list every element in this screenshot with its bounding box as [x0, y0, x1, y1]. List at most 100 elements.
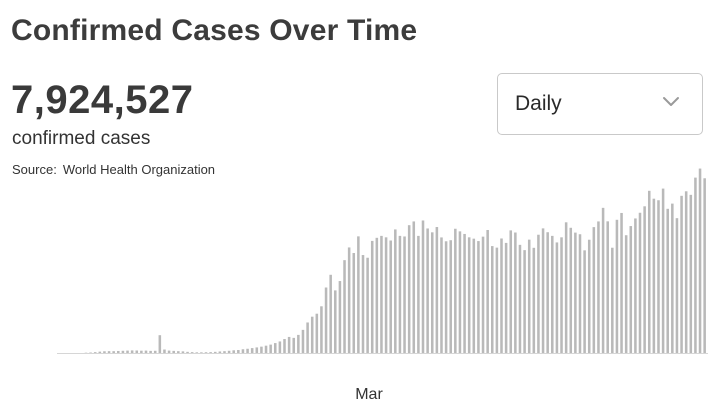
- chart-bar: [274, 343, 277, 353]
- chart-bar: [657, 200, 660, 353]
- chart-bar: [504, 242, 508, 353]
- chart-bar: [292, 337, 296, 353]
- chart-bar: [675, 218, 679, 353]
- chart-bar: [352, 253, 356, 353]
- chart-bar: [578, 234, 582, 353]
- chart-bar: [426, 228, 429, 353]
- chart-bar: [398, 235, 402, 353]
- chart-bar: [167, 350, 171, 353]
- source-value: World Health Organization: [62, 162, 216, 177]
- chart-bar: [232, 350, 235, 353]
- chart-bar: [629, 226, 633, 353]
- chart-bar: [135, 350, 139, 353]
- chart-bar: [666, 208, 669, 353]
- chart-bar: [200, 352, 203, 353]
- chart-bar: [587, 239, 591, 353]
- chart-bar: [458, 231, 462, 353]
- chart-bar: [324, 287, 328, 353]
- chart-bar: [287, 336, 291, 353]
- chart-bar: [255, 347, 259, 353]
- chart-bar: [140, 350, 143, 353]
- chart-bar: [546, 232, 549, 353]
- chart-bar: [357, 236, 360, 353]
- chart-bar: [334, 290, 337, 353]
- chart-bar: [278, 341, 282, 353]
- chart-bar: [435, 227, 439, 353]
- chart-bar: [514, 232, 517, 353]
- chart-bar: [223, 351, 226, 353]
- chart-bar: [638, 212, 642, 353]
- chart-bar: [574, 232, 577, 353]
- chart-bar: [472, 238, 476, 353]
- chart-bar: [698, 168, 702, 353]
- chart-bar: [430, 232, 434, 353]
- chart-bar: [643, 206, 646, 353]
- chart-bar: [417, 235, 420, 353]
- chart-bar: [560, 237, 563, 353]
- chart-bar: [601, 207, 605, 353]
- x-tick-label: Mar: [355, 386, 383, 403]
- chart-bar: [370, 240, 374, 353]
- chart-bar: [495, 247, 499, 353]
- chart-bar: [680, 195, 683, 353]
- chart-bar: [491, 246, 494, 353]
- chart-bar: [260, 346, 263, 353]
- chart-bar: [703, 178, 706, 353]
- chart-bar: [384, 237, 388, 353]
- chart-bar: [454, 228, 457, 353]
- chart-bar: [98, 351, 102, 353]
- chart-bar: [564, 222, 568, 353]
- chart-bar: [620, 212, 623, 353]
- chart-bar: [144, 350, 148, 353]
- chart-bar: [361, 255, 365, 353]
- chart-bar: [551, 235, 554, 353]
- chart-bar: [467, 237, 471, 353]
- chart-bar: [338, 281, 342, 353]
- chart-bar: [624, 235, 628, 353]
- chart-bar: [209, 352, 212, 353]
- source-line: Source: World Health Organization: [12, 162, 215, 177]
- chart-bar: [190, 352, 194, 353]
- chart-bar: [283, 339, 286, 353]
- chart-bar: [158, 335, 162, 353]
- total-confirmed-count: 7,924,527: [11, 78, 194, 122]
- chart-bar: [615, 219, 619, 353]
- chart-bar: [689, 194, 693, 353]
- chart-bar: [661, 188, 665, 353]
- chart-bar: [532, 247, 536, 353]
- total-confirmed-label: confirmed cases: [12, 128, 151, 149]
- chart-bar: [403, 236, 406, 353]
- chart-bar: [117, 350, 120, 353]
- chart-bar: [301, 329, 305, 353]
- chart-bar: [523, 250, 526, 353]
- chart-bar: [181, 351, 185, 353]
- chart-bar: [204, 352, 208, 353]
- chart-bar: [449, 240, 452, 353]
- chart-bar: [347, 247, 351, 353]
- period-select[interactable]: Daily: [497, 73, 703, 135]
- chart-bar: [227, 350, 231, 353]
- source-prefix: Source:: [12, 162, 57, 177]
- chart-bar: [509, 230, 513, 353]
- chart-bar: [297, 334, 300, 353]
- chart-bar: [412, 221, 416, 353]
- chart-bar: [246, 348, 249, 353]
- chart-bar: [389, 240, 392, 353]
- chart-bar: [500, 238, 503, 353]
- chart-bar: [107, 351, 111, 353]
- chart-bar: [634, 218, 637, 353]
- chart-bar: [606, 221, 609, 353]
- chart-bar: [421, 220, 425, 353]
- chart-bar: [213, 351, 217, 353]
- chart-bar: [537, 234, 540, 353]
- chart-bar: [153, 350, 157, 353]
- chart-bar: [237, 350, 240, 353]
- chart-bars: [84, 168, 706, 353]
- chart-bar: [366, 257, 369, 353]
- chart-bar: [527, 239, 531, 353]
- chart-bar: [306, 322, 309, 353]
- chart-bar: [112, 351, 115, 353]
- chart-bar: [250, 348, 254, 353]
- chart-bar: [647, 190, 651, 353]
